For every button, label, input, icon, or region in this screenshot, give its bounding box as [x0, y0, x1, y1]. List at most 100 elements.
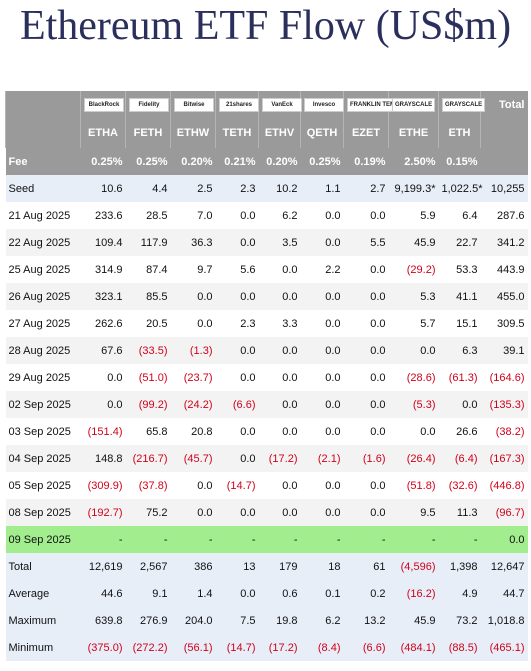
- flow-cell: 0.6: [258, 580, 301, 607]
- flow-cell: (484.1): [388, 634, 439, 661]
- flow-cell: (28.6): [388, 364, 439, 391]
- flow-cell: 0.0: [438, 391, 481, 418]
- total-cell: (465.1): [480, 634, 528, 661]
- flow-cell: 20.5: [125, 310, 171, 337]
- total-cell: 455.0: [480, 283, 528, 310]
- flow-cell: 2.5: [170, 175, 216, 202]
- flow-cell: 0.0: [170, 310, 216, 337]
- flow-cell: 2.7: [343, 175, 389, 202]
- flow-cell: 2.3: [215, 310, 259, 337]
- row-label: 22 Aug 2025: [5, 229, 81, 256]
- flow-cell: (61.3): [438, 364, 481, 391]
- logo-row: BlackRock Fidelity Bitwise 21shares VanEck In…: [5, 91, 528, 118]
- flow-cell: 11.3: [438, 499, 481, 526]
- flow-cell: 5.9: [388, 202, 439, 229]
- flow-cell: 1.1: [300, 175, 344, 202]
- flow-cell: -: [388, 526, 439, 553]
- flow-cell: 0.0: [215, 229, 259, 256]
- flow-cell: (33.5): [125, 337, 171, 364]
- ticker: ETHV: [258, 118, 301, 148]
- total-cell: 443.9: [480, 256, 528, 283]
- total-cell: 0.0: [480, 526, 528, 553]
- total-cell: 1,018.8: [480, 607, 528, 634]
- flow-cell: 0.0: [300, 364, 344, 391]
- ticker: FETH: [125, 118, 171, 148]
- flow-cell: -: [125, 526, 171, 553]
- flow-cell: (6.6): [343, 634, 389, 661]
- issuer-logo: 21shares: [219, 98, 259, 112]
- flow-cell: (5.3): [388, 391, 439, 418]
- flow-cell: 15.1: [438, 310, 481, 337]
- flow-cell: 639.8: [80, 607, 126, 634]
- row-label: 25 Aug 2025: [5, 256, 81, 283]
- flow-cell: 0.0: [80, 364, 126, 391]
- fee-label: Fee: [5, 148, 81, 175]
- total-cell: (167.3): [480, 445, 528, 472]
- flow-cell: 0.0: [343, 283, 389, 310]
- flow-cell: 233.6: [80, 202, 126, 229]
- flow-cell: 0.2: [343, 580, 389, 607]
- flow-cell: (16.2): [388, 580, 439, 607]
- data-row: 02 Sep 2025 0.0 (99.2) (24.2) (6.6) 0.0 0.0 0.0…: [5, 391, 528, 418]
- issuer-logo: Invesco: [304, 98, 344, 112]
- logo-cell: 21shares: [215, 91, 259, 118]
- data-row: 26 Aug 2025 323.1 85.5 0.0 0.0 0.0 0.0 0.0 5.3 41…: [5, 283, 528, 310]
- ticker: ETH: [438, 118, 481, 148]
- corner-cell: [5, 118, 81, 148]
- total-cell: (446.8): [480, 472, 528, 499]
- flow-cell: (17.2): [258, 634, 301, 661]
- flow-cell: 5.3: [388, 283, 439, 310]
- flow-cell: 109.4: [80, 229, 126, 256]
- flow-cell: 4.9: [438, 580, 481, 607]
- flow-cell: 13: [215, 553, 259, 580]
- flow-cell: (17.2): [258, 445, 301, 472]
- row-label: Maximum: [5, 607, 81, 634]
- flow-cell: 0.0: [300, 418, 344, 445]
- flow-cell: -: [343, 526, 389, 553]
- flow-cell: 0.0: [343, 472, 389, 499]
- flow-cell: 9.7: [170, 256, 216, 283]
- flow-cell: 0.0: [258, 472, 301, 499]
- flow-cell: 53.3: [438, 256, 481, 283]
- flow-cell: 45.9: [388, 229, 439, 256]
- blank-cell: [480, 148, 528, 175]
- flow-cell: 0.0: [258, 337, 301, 364]
- flow-cell: 179: [258, 553, 301, 580]
- flow-cell: 0.0: [215, 580, 259, 607]
- ticker: QETH: [300, 118, 344, 148]
- data-row: Maximum 639.8 276.9 204.0 7.5 19.8 6.2 13.2 45.9…: [5, 607, 528, 634]
- row-label: Seed: [5, 175, 81, 202]
- flow-cell: 0.0: [300, 337, 344, 364]
- row-label: 03 Sep 2025: [5, 418, 81, 445]
- data-row: 03 Sep 2025 (151.4) 65.8 20.8 0.0 0.0 0.0 0.0 0.…: [5, 418, 528, 445]
- logo-cell: VanEck: [258, 91, 302, 118]
- flow-cell: 10.2: [258, 175, 301, 202]
- flow-cell: 9,199.3*: [388, 175, 439, 202]
- logo-cell: Fidelity: [125, 91, 171, 118]
- flow-cell: 75.2: [125, 499, 171, 526]
- flow-cell: 0.0: [215, 202, 259, 229]
- flow-cell: 0.0: [258, 418, 301, 445]
- flow-cell: (4,596): [388, 553, 439, 580]
- flow-cell: (216.7): [125, 445, 171, 472]
- flow-cell: 5.5: [343, 229, 389, 256]
- flow-cell: (24.2): [170, 391, 216, 418]
- flow-cell: 45.9: [388, 607, 439, 634]
- title: Ethereum ETF Flow (US$m): [19, 3, 512, 49]
- flow-cell: 0.0: [343, 310, 389, 337]
- issuer-logo: BlackRock: [84, 98, 124, 112]
- flow-cell: 5.6: [215, 256, 259, 283]
- logo-cell: Bitwise: [170, 91, 216, 118]
- total-header: Total: [480, 91, 528, 118]
- flow-cell: 262.6: [80, 310, 126, 337]
- flow-cell: 0.0: [80, 391, 126, 418]
- issuer-logo: GRAYSCALE: [442, 98, 486, 112]
- data-row: 08 Sep 2025 (192.7) 75.2 0.0 0.0 0.0 0.0 0.0 9.5…: [5, 499, 528, 526]
- fee: 0.15%: [438, 148, 481, 175]
- row-label: Total: [5, 553, 81, 580]
- row-label: 02 Sep 2025: [5, 391, 81, 418]
- flow-cell: (23.7): [170, 364, 216, 391]
- flow-cell: (32.6): [438, 472, 481, 499]
- row-label: 08 Sep 2025: [5, 499, 81, 526]
- flow-cell: 13.2: [343, 607, 389, 634]
